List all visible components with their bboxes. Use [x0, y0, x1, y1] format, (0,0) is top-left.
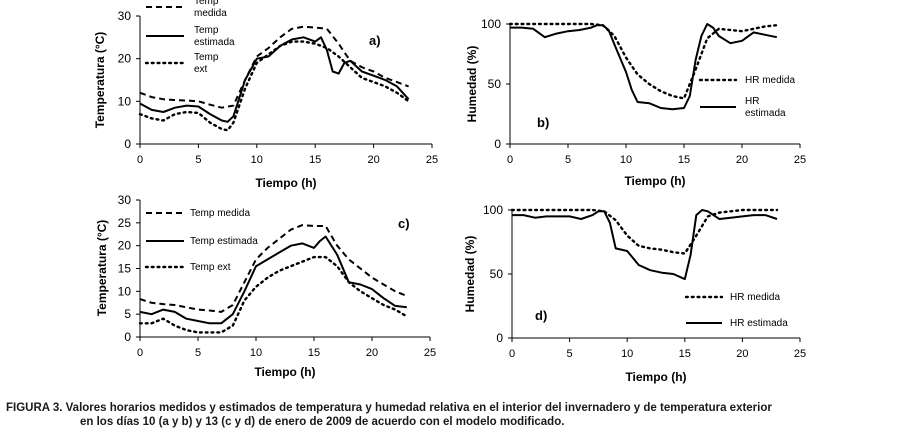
figure-caption: FIGURA 3. Valores horarios medidos y est… — [6, 401, 896, 429]
legend-label: ext — [194, 64, 208, 75]
y-tick-label: 100 — [481, 17, 501, 31]
x-tick-label: 15 — [309, 154, 321, 166]
chart-panel-a: 0 5 10 15 20 25 0 10 20 30 Tiempo (h) Temperatura (… — [93, 0, 438, 190]
legend-label: HR estimada — [730, 318, 788, 329]
y-tick-label: 0 — [494, 137, 501, 151]
y-tick-label: 100 — [483, 203, 503, 217]
x-axis-label: Tiempo (h) — [254, 365, 315, 379]
series-line-temp-ext — [138, 40, 410, 132]
series-line-hr-estimada — [510, 23, 778, 111]
legend-label: HR — [745, 96, 759, 107]
y-tick-label: 30 — [118, 193, 132, 207]
x-tick-label: 20 — [736, 154, 748, 166]
y-tick-label: 50 — [488, 77, 502, 91]
panel-label: a) — [369, 33, 381, 48]
x-tick-label: 0 — [509, 348, 515, 360]
x-tick-label: 10 — [251, 154, 263, 166]
legend-label: medida — [194, 8, 227, 19]
legend-label: estimada — [194, 37, 235, 48]
caption-line-2: en los días 10 (a y b) y 13 (c y d) de e… — [80, 416, 565, 428]
panel-label: b) — [537, 115, 549, 130]
series-line-temp-medida — [139, 224, 408, 313]
y-tick-label: 20 — [118, 239, 132, 253]
x-axis-label: Tiempo (h) — [624, 174, 685, 188]
x-tick-label: 5 — [565, 154, 571, 166]
legend-label: Temp — [194, 25, 219, 36]
x-tick-label: 25 — [794, 348, 806, 360]
y-tick-label: 0 — [496, 331, 503, 345]
y-tick-label: 25 — [118, 216, 132, 230]
x-tick-label: 5 — [195, 154, 201, 166]
x-tick-label: 5 — [195, 347, 201, 359]
series-line-hr-estimada — [512, 209, 778, 281]
legend-label: Temp medida — [190, 208, 250, 219]
legend-label: HR medida — [745, 75, 795, 86]
series-line-temp-estimada — [139, 235, 407, 325]
y-tick-label: 0 — [124, 137, 131, 151]
x-tick-label: 0 — [137, 347, 143, 359]
figure-charts: 0 5 10 15 20 25 0 10 20 30 Tiempo (h) Temperatura (… — [93, 0, 806, 384]
chart-panel-b: 0 5 10 15 20 25 0 50 100 Tiempo (h) Humedad (%) b) H… — [465, 17, 806, 188]
x-tick-label: 5 — [567, 348, 573, 360]
series-line-temp-medida — [139, 25, 409, 109]
x-tick-label: 20 — [367, 154, 379, 166]
x-tick-label: 15 — [679, 348, 691, 360]
x-tick-label: 0 — [507, 154, 513, 166]
caption-line-1: FIGURA 3. Valores horarios medidos y est… — [6, 402, 772, 414]
y-axis-label: Humedad (%) — [465, 46, 479, 123]
panel-label: d) — [535, 308, 547, 323]
x-tick-label: 25 — [794, 154, 806, 166]
legend-label: HR medida — [730, 292, 780, 303]
x-tick-label: 0 — [137, 154, 143, 166]
x-tick-label: 20 — [736, 348, 748, 360]
legend-label: Temp ext — [190, 262, 231, 273]
x-axis-label: Tiempo (h) — [255, 176, 316, 190]
series-line-hr-medida — [510, 208, 779, 255]
x-tick-label: 15 — [678, 154, 690, 166]
chart-panel-c: 0 5 10 15 20 25 0 5 10 15 20 25 30 Tiempo (h) Temperat… — [95, 193, 436, 379]
x-tick-label: 20 — [366, 347, 378, 359]
legend-label: estimada — [745, 108, 786, 119]
y-axis-label: Temperatura (°C) — [93, 32, 107, 129]
y-tick-label: 5 — [124, 307, 131, 321]
y-tick-label: 10 — [118, 284, 132, 298]
y-tick-label: 20 — [118, 52, 132, 66]
x-tick-label: 10 — [621, 348, 633, 360]
series-line-temp-ext — [138, 255, 408, 334]
x-axis-label: Tiempo (h) — [625, 370, 686, 384]
x-tick-label: 25 — [424, 347, 436, 359]
x-tick-label: 25 — [426, 154, 438, 166]
legend-label: Temp estimada — [190, 236, 258, 247]
x-tick-label: 10 — [250, 347, 262, 359]
y-tick-label: 0 — [124, 330, 131, 344]
y-tick-label: 50 — [490, 267, 504, 281]
legend-label: Temp — [194, 0, 219, 7]
y-tick-label: 10 — [118, 94, 132, 108]
y-tick-label: 30 — [118, 9, 132, 23]
y-tick-label: 15 — [118, 262, 132, 276]
legend-label: Temp — [194, 52, 219, 63]
y-axis-label: Humedad (%) — [463, 236, 477, 313]
y-axis-label: Temperatura (°C) — [95, 220, 109, 317]
panel-label: c) — [398, 216, 410, 231]
chart-panel-d: 0 5 10 15 20 25 0 50 100 Tiempo (h) Humedad (%) d) H… — [463, 203, 806, 384]
x-tick-label: 10 — [620, 154, 632, 166]
x-tick-label: 15 — [308, 347, 320, 359]
